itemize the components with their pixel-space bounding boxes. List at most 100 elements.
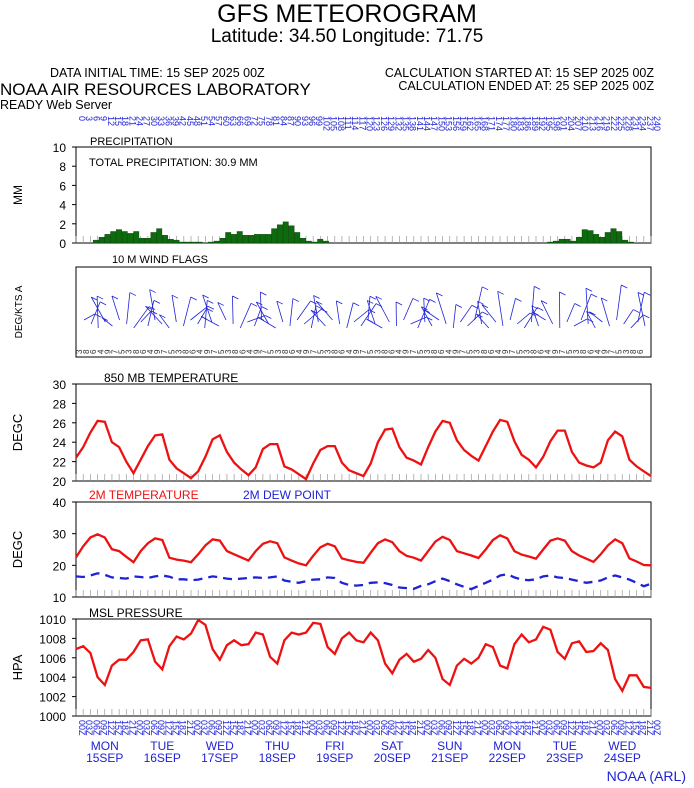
top-hour-label: 117 bbox=[357, 116, 367, 130]
wind-barb-flag bbox=[153, 300, 161, 304]
wind-barb-flag bbox=[111, 295, 119, 300]
top-hour-label: 15 bbox=[113, 116, 123, 126]
top-hour-label: 69 bbox=[242, 116, 252, 126]
wind-label: 6 bbox=[586, 349, 595, 354]
bottom-hour-label: 21Z bbox=[242, 720, 252, 736]
bottom-hour-label: 18Z bbox=[580, 720, 590, 736]
precip-ytick-label: 8 bbox=[59, 160, 66, 174]
wind-barb bbox=[159, 314, 170, 329]
top-hour-label: 24 bbox=[135, 116, 145, 126]
wind-barb-flag bbox=[159, 314, 166, 319]
wind-label: 3 bbox=[572, 349, 581, 354]
wind-barb bbox=[183, 296, 192, 327]
wind-barb bbox=[600, 297, 610, 327]
precip-bar bbox=[98, 237, 105, 244]
bottom-hour-label: 03Z bbox=[544, 720, 554, 736]
wind-label: 3 bbox=[224, 349, 233, 354]
wind-barb-flag bbox=[217, 302, 224, 306]
wind-barb-flag bbox=[481, 304, 489, 308]
top-hour-label: 132 bbox=[393, 116, 403, 131]
wind-label: 8 bbox=[281, 349, 290, 354]
top-hour-label: 120 bbox=[365, 116, 375, 131]
wind-barb-flag bbox=[313, 295, 320, 299]
precip-bar bbox=[167, 238, 174, 244]
top-hour-label: 213 bbox=[587, 116, 597, 131]
bottom-hour-label: 12Z bbox=[336, 720, 346, 736]
bottom-hour-label: 09Z bbox=[214, 720, 224, 736]
precip-bar bbox=[144, 237, 151, 244]
top-hour-label: 60 bbox=[221, 116, 231, 126]
top-hour-label: 81 bbox=[271, 116, 281, 126]
wind-label: 6 bbox=[387, 349, 396, 354]
precip-bar bbox=[288, 225, 295, 244]
wind-barb-flag bbox=[171, 294, 179, 299]
wind-barb bbox=[589, 311, 603, 323]
t850-ytick-label: 24 bbox=[53, 436, 67, 450]
wind-label: 3 bbox=[324, 349, 333, 354]
top-hour-label: 42 bbox=[178, 116, 188, 126]
wind-barb bbox=[623, 309, 634, 325]
top-hour-label: 111 bbox=[343, 116, 353, 130]
top-hour-label: 45 bbox=[185, 116, 195, 126]
precip-bar bbox=[190, 241, 197, 244]
wind-barb-flag bbox=[532, 311, 539, 316]
data-initial-time: DATA INITIAL TIME: 15 SEP 2025 00Z bbox=[50, 66, 265, 80]
top-hour-label: 123 bbox=[372, 116, 382, 131]
wind-barb-flag bbox=[375, 295, 382, 300]
wind-barb-flag bbox=[369, 295, 377, 300]
precip-bar bbox=[242, 235, 249, 244]
wind-barb-flag bbox=[292, 298, 300, 302]
wind-ylabel: DEG/KTS A bbox=[14, 285, 25, 338]
bottom-hour-label: 09Z bbox=[99, 720, 109, 736]
surface-ytick-label: 20 bbox=[53, 559, 67, 573]
wind-label: 8 bbox=[331, 349, 340, 354]
bottom-hour-label: 18Z bbox=[178, 720, 188, 736]
wind-barb-flag bbox=[476, 313, 483, 318]
bottom-hour-label: 09Z bbox=[329, 720, 339, 736]
bottom-hour-label: 00Z bbox=[365, 720, 375, 736]
day-name-label: MON bbox=[91, 739, 119, 753]
t850-panel: 30 28 26 24 22 20 DEGC 850 MB TEMPERATURE bbox=[10, 371, 652, 489]
temp-line bbox=[75, 533, 652, 567]
bottom-hour-label: 09Z bbox=[501, 720, 511, 736]
wind-barb bbox=[630, 314, 644, 329]
wind-label: 4 bbox=[196, 349, 205, 354]
wind-label: 8 bbox=[430, 349, 439, 354]
wind-label: 8 bbox=[132, 349, 141, 354]
top-hour-label: 96 bbox=[307, 116, 317, 126]
wind-barb-flag bbox=[515, 298, 522, 302]
precip-bar bbox=[627, 241, 634, 244]
precip-ytick-label: 10 bbox=[53, 141, 67, 155]
bottom-hour-label: 21Z bbox=[127, 720, 137, 736]
precip-bar bbox=[179, 241, 186, 244]
wind-barb-flag bbox=[455, 304, 463, 308]
top-hour-label: 177 bbox=[501, 116, 511, 131]
precip-bar bbox=[294, 232, 301, 244]
day-date-label: 15SEP bbox=[86, 751, 123, 765]
top-hour-label: 108 bbox=[336, 116, 346, 131]
precip-bar bbox=[259, 234, 266, 244]
wind-barb bbox=[276, 300, 284, 323]
precip-bar bbox=[558, 238, 565, 244]
wind-barb-flag bbox=[482, 311, 489, 316]
day-date-label: 24SEP bbox=[604, 751, 641, 765]
bottom-hour-label: 21Z bbox=[587, 720, 597, 736]
wind-barb-flag bbox=[633, 309, 640, 313]
wind-barb bbox=[423, 309, 440, 321]
wind-barb-flag bbox=[101, 317, 108, 321]
wind-label: 6 bbox=[89, 349, 98, 354]
bottom-hour-label: 03Z bbox=[199, 720, 209, 736]
bottom-hour-label: 03Z bbox=[487, 720, 497, 736]
wind-label: 3 bbox=[473, 349, 482, 354]
wind-label: 3 bbox=[622, 349, 631, 354]
wind-barb bbox=[247, 315, 266, 323]
wind-label: 9 bbox=[402, 349, 411, 354]
t850-line bbox=[75, 418, 652, 481]
top-hour-label: 3 bbox=[84, 116, 94, 121]
wind-barb-flag bbox=[421, 306, 428, 311]
top-hour-label: 135 bbox=[400, 116, 410, 131]
wind-label: 9 bbox=[600, 349, 609, 354]
wind-barb bbox=[197, 308, 208, 325]
top-hour-labels: 0369121518212427303336394245485154576063… bbox=[77, 116, 662, 131]
wind-barb bbox=[403, 298, 414, 321]
